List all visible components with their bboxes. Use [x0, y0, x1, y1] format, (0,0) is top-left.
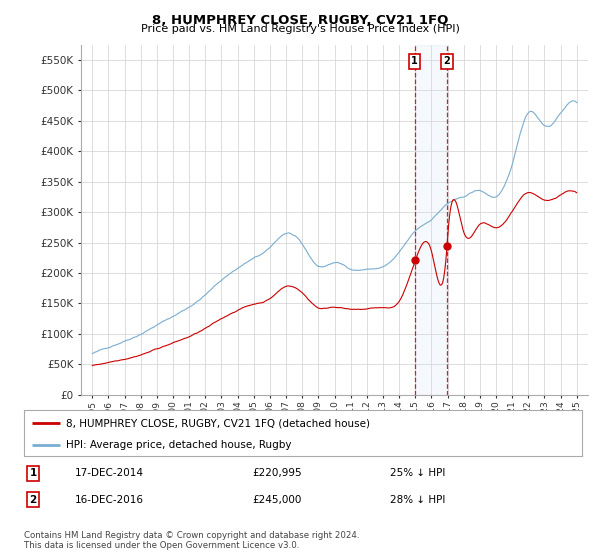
- Text: Contains HM Land Registry data © Crown copyright and database right 2024.
This d: Contains HM Land Registry data © Crown c…: [24, 531, 359, 550]
- Text: 28% ↓ HPI: 28% ↓ HPI: [390, 494, 445, 505]
- Bar: [415, 45, 447, 395]
- Text: 2: 2: [443, 56, 450, 66]
- Text: 16-DEC-2016: 16-DEC-2016: [75, 494, 144, 505]
- Text: HPI: Average price, detached house, Rugby: HPI: Average price, detached house, Rugb…: [66, 440, 292, 450]
- Text: 17-DEC-2014: 17-DEC-2014: [75, 468, 144, 478]
- Text: 1: 1: [411, 56, 418, 66]
- Text: Price paid vs. HM Land Registry's House Price Index (HPI): Price paid vs. HM Land Registry's House …: [140, 24, 460, 34]
- Text: £220,995: £220,995: [252, 468, 302, 478]
- Text: 25% ↓ HPI: 25% ↓ HPI: [390, 468, 445, 478]
- Text: 2: 2: [29, 494, 37, 505]
- Text: £245,000: £245,000: [252, 494, 301, 505]
- Text: 1: 1: [29, 468, 37, 478]
- Text: 8, HUMPHREY CLOSE, RUGBY, CV21 1FQ (detached house): 8, HUMPHREY CLOSE, RUGBY, CV21 1FQ (deta…: [66, 418, 370, 428]
- Text: 8, HUMPHREY CLOSE, RUGBY, CV21 1FQ: 8, HUMPHREY CLOSE, RUGBY, CV21 1FQ: [152, 14, 448, 27]
